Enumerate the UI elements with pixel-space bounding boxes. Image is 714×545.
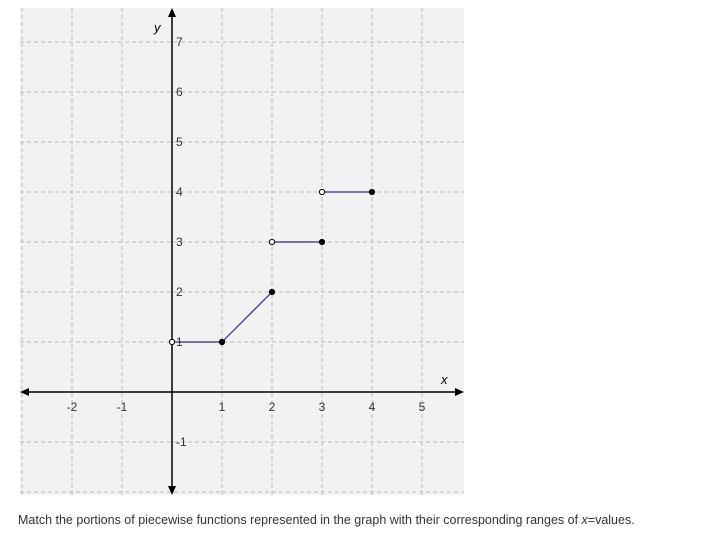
y-tick-label: 6 xyxy=(176,85,183,99)
instruction-text: Match the portions of piecewise function… xyxy=(18,513,635,527)
instruction-variable: x xyxy=(581,513,588,527)
x-axis-arrow-left xyxy=(20,388,29,396)
y-tick-label: 5 xyxy=(176,135,183,149)
grid-lines xyxy=(20,8,464,495)
x-tick-label: -1 xyxy=(117,400,128,414)
x-tick-label: -2 xyxy=(67,400,78,414)
x-tick-label: 2 xyxy=(269,400,276,414)
x-tick-label: 3 xyxy=(319,400,326,414)
open-endpoint xyxy=(268,238,276,246)
x-tick-label: 4 xyxy=(369,400,376,414)
closed-endpoint xyxy=(368,188,376,196)
y-tick-label: 4 xyxy=(176,185,183,199)
open-endpoint xyxy=(168,338,176,346)
y-axis-arrow-top xyxy=(168,8,176,17)
x-axis-arrow-right xyxy=(455,388,464,396)
closed-endpoint xyxy=(318,238,326,246)
closed-endpoint xyxy=(268,288,276,296)
y-axis-label: y xyxy=(153,20,162,35)
instruction-prefix: Match the portions of piecewise function… xyxy=(18,513,582,527)
y-tick-label: 3 xyxy=(176,235,183,249)
open-endpoint xyxy=(318,188,326,196)
axes xyxy=(20,8,464,495)
y-tick-label: 2 xyxy=(176,285,183,299)
plot-background xyxy=(20,8,464,495)
y-axis-arrow-bottom xyxy=(168,486,176,495)
x-tick-label: 1 xyxy=(219,400,226,414)
x-axis-label: x xyxy=(440,372,448,387)
y-tick-label: 7 xyxy=(176,35,183,49)
closed-endpoint xyxy=(218,338,226,346)
segment-line xyxy=(221,291,273,343)
x-tick-label: 5 xyxy=(419,400,426,414)
instruction-suffix: =values. xyxy=(587,513,635,527)
function-segments xyxy=(168,188,376,346)
y-tick-label: -1 xyxy=(176,435,187,449)
